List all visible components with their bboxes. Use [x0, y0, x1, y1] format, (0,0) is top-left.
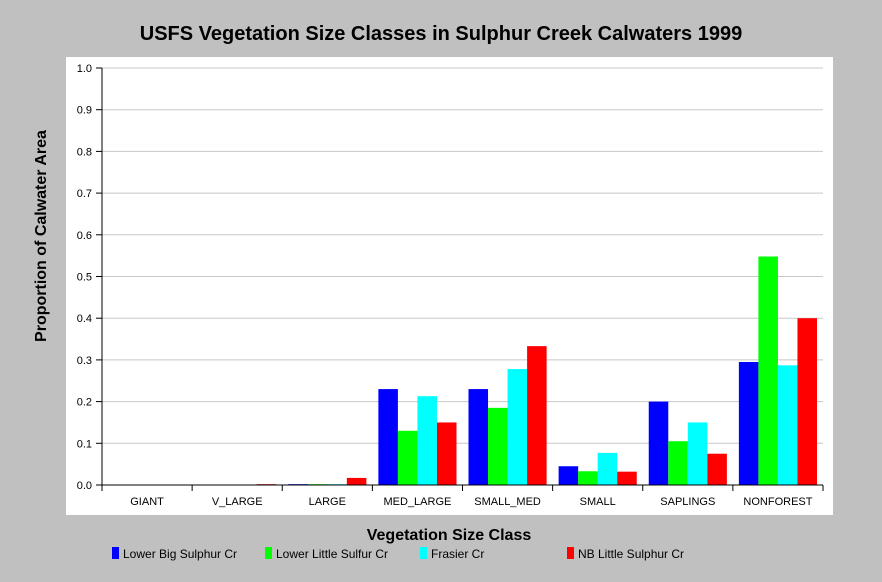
x-tick-label: NONFOREST: [743, 496, 812, 508]
bar: [648, 401, 669, 485]
bar: [346, 477, 367, 485]
x-tick-label: LARGE: [309, 496, 346, 508]
bars: [256, 256, 817, 485]
bar: [707, 453, 727, 485]
bar: [417, 396, 437, 485]
bar: [527, 346, 547, 485]
legend-label: Lower Big Sulphur Cr: [123, 547, 237, 561]
y-tick-label: 0.0: [77, 480, 92, 492]
x-tick-label: V_LARGE: [212, 496, 263, 508]
bar: [436, 422, 457, 485]
bar: [758, 256, 778, 485]
y-tick-label: 0.7: [77, 188, 92, 200]
x-tick-label: SMALL: [580, 496, 616, 508]
y-tick-label: 0.9: [77, 105, 92, 117]
x-tick-label: SAPLINGS: [660, 496, 715, 508]
chart-title: USFS Vegetation Size Classes in Sulphur …: [140, 23, 742, 45]
bar: [488, 407, 508, 485]
bar: [597, 452, 618, 485]
y-tick-label: 0.3: [77, 355, 92, 367]
legend: Lower Big Sulphur Cr Lower Little Sulfur …: [112, 547, 684, 561]
bar: [468, 389, 489, 485]
legend-label: NB Little Sulphur Cr: [578, 547, 684, 561]
legend-swatch: [567, 547, 574, 559]
bar: [777, 365, 798, 485]
y-tick-label: 0.4: [77, 313, 92, 325]
y-tick-label: 0.2: [77, 397, 92, 409]
axes: 0.0 0.1 0.2 0.3 0.4 0.5 0.6 0.7 0.8 0.9 1.0 GIANT V_…: [77, 63, 824, 508]
y-axis-title: Proportion of Calwater Area: [33, 130, 50, 342]
bar: [397, 430, 418, 485]
x-axis-title: Vegetation Size Class: [367, 527, 532, 544]
y-tick-label: 1.0: [77, 63, 92, 75]
bar: [668, 441, 688, 485]
bar: [738, 361, 759, 485]
bar: [558, 466, 579, 485]
y-tick-label: 0.6: [77, 230, 92, 242]
bar: [507, 369, 528, 485]
legend-swatch: [265, 547, 272, 559]
bar: [578, 471, 598, 485]
y-tick-label: 0.1: [77, 438, 92, 450]
legend-swatch: [112, 547, 119, 559]
x-tick-label: SMALL_MED: [474, 496, 541, 508]
x-tick-label: GIANT: [130, 496, 164, 508]
y-tick-label: 0.5: [77, 272, 92, 284]
legend-label: Frasier Cr: [431, 547, 484, 561]
bar: [687, 422, 708, 485]
bar: [797, 318, 817, 485]
legend-label: Lower Little Sulfur Cr: [276, 547, 388, 561]
bar: [378, 389, 398, 485]
grid-lines: [102, 67, 823, 444]
y-tick-label: 0.8: [77, 146, 92, 158]
bar: [617, 471, 637, 485]
legend-swatch: [420, 547, 427, 559]
x-tick-label: MED_LARGE: [384, 496, 452, 508]
